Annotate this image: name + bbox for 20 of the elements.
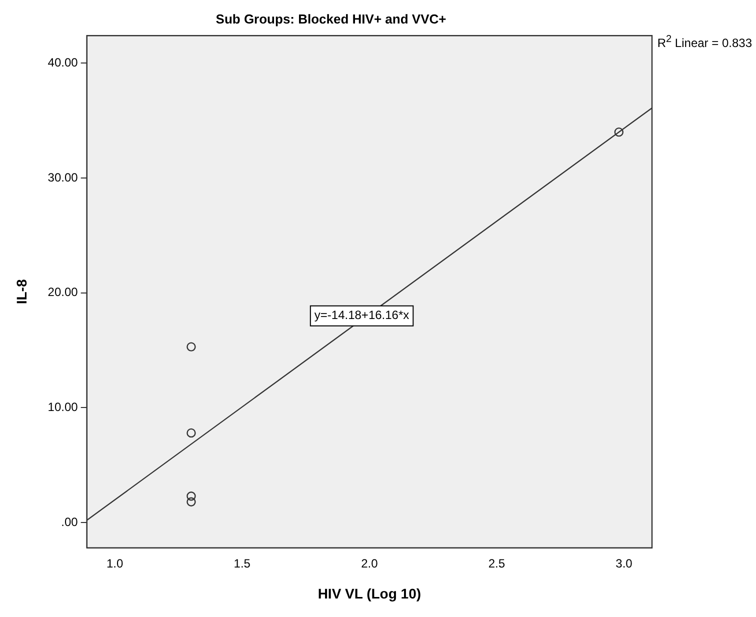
y-tick-label: 20.00: [48, 285, 78, 300]
point: [186, 497, 196, 506]
chart-title: Sub Groups: Blocked HIV+ and VVC+: [216, 11, 447, 26]
x-tick-label: 1.0: [106, 556, 124, 570]
point: [614, 127, 624, 137]
x-tick-label: 2.0: [361, 556, 378, 570]
x-tick-label: 1.5: [234, 556, 251, 570]
y-tick-label: 10.00: [48, 400, 78, 414]
y-tick-label: 30.00: [48, 170, 78, 184]
text: R$^{2}$ Linear = 0.833: [657, 34, 752, 50]
y-axis-title: IL-8: [13, 279, 30, 304]
point: [186, 492, 196, 501]
point: [186, 342, 196, 352]
y-tick-label: 40.00: [48, 55, 78, 70]
x-tick-label: 3.0: [616, 556, 633, 570]
x-tick-label: 2.5: [488, 556, 506, 570]
x-axis-title: HIV VL (Log 10): [318, 585, 422, 602]
y-tick-label: .00: [61, 514, 78, 529]
annotation: y=-14.18+16.16*x: [314, 308, 410, 322]
point: [186, 428, 196, 438]
